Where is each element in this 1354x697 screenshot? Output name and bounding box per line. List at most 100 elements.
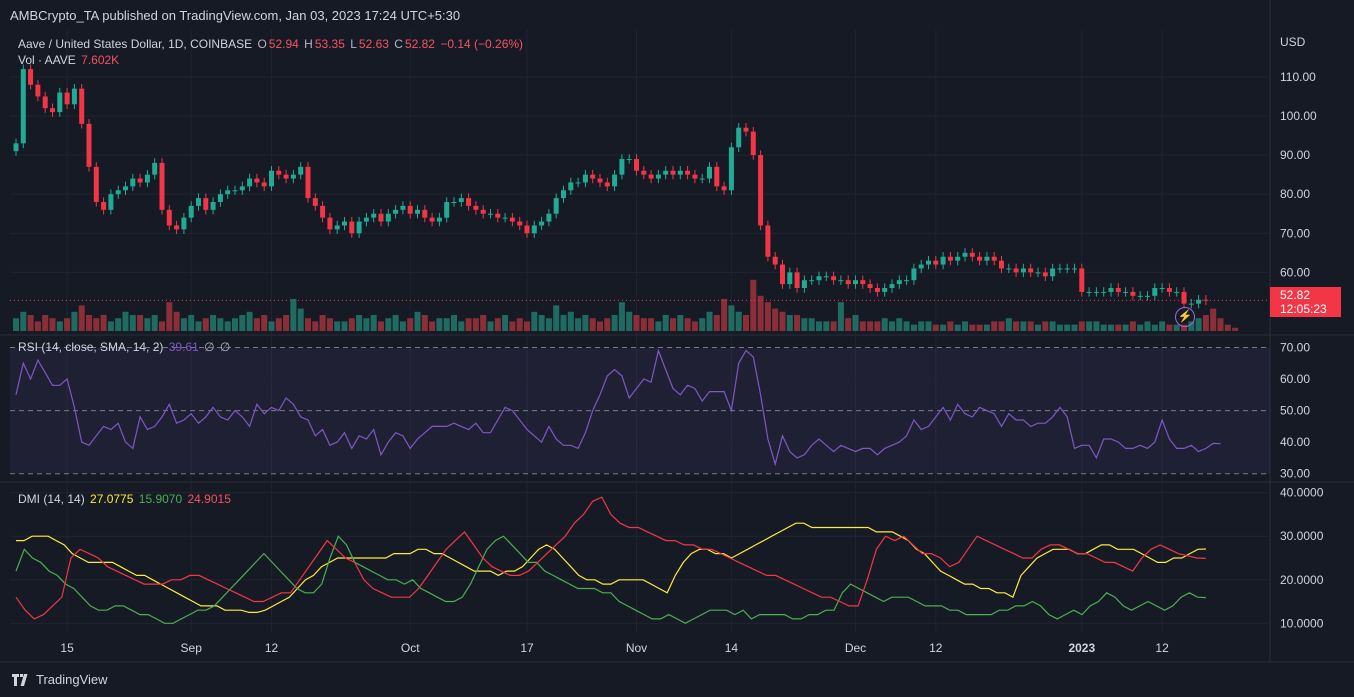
rsi-value: 39.61 [168, 340, 199, 354]
volume-bar [465, 318, 472, 331]
volume-bar [589, 318, 596, 331]
volume-bar [319, 315, 326, 331]
candle-body [509, 217, 515, 222]
volume-bar [283, 315, 290, 331]
dmi-axis-label: 30.0000 [1280, 529, 1324, 543]
volume-bar [816, 321, 822, 331]
volume-bar [356, 315, 363, 331]
candle-body [1064, 268, 1070, 270]
candle-body [415, 209, 420, 214]
volume-bar [1108, 324, 1114, 331]
candle-body [582, 174, 588, 183]
volume-bar [458, 321, 465, 331]
volume-bar [691, 321, 698, 331]
candle-body [655, 174, 661, 179]
volume-bar [618, 302, 625, 331]
price-axis-label: 110.00 [1280, 70, 1316, 84]
candle-body [1137, 295, 1143, 297]
candle-body [188, 205, 194, 218]
volume-bar [494, 318, 501, 331]
volume-bar [983, 324, 990, 331]
high-label: H [304, 37, 313, 51]
volume-bar [845, 318, 852, 331]
volume-bar [312, 321, 319, 331]
currency-label: USD [1280, 35, 1306, 49]
candle-body [20, 69, 26, 144]
open-label: O [257, 37, 267, 51]
volume-bar [180, 318, 187, 331]
x-tick-label: Nov [626, 641, 647, 655]
volume-bar [210, 315, 217, 331]
rsi-axis-label: 60.00 [1280, 372, 1310, 386]
volume-bar [1005, 318, 1012, 331]
rsi-label[interactable]: RSI (14, close, SMA, 14, 2) [18, 340, 164, 354]
volume-bar [1049, 321, 1056, 331]
volume-bar [918, 321, 925, 331]
candle-body [181, 217, 187, 230]
volume-bar [297, 308, 304, 331]
candle-body [1108, 288, 1114, 292]
volume-bar [1093, 321, 1100, 331]
volume-bar [451, 315, 457, 331]
volume-bar [202, 318, 209, 331]
lightning-icon[interactable]: ⚡ [1175, 307, 1195, 327]
candle-body [451, 202, 457, 203]
symbol-title[interactable]: Aave / United States Dollar, 1D, COINBAS… [18, 37, 253, 51]
candle-body [502, 217, 508, 219]
candle-body [801, 280, 807, 288]
volume-bar [779, 311, 786, 331]
candle-body [1042, 272, 1048, 277]
volume-bar [1122, 324, 1129, 331]
volume-bar [166, 302, 173, 331]
candle-body [1115, 288, 1121, 292]
candle-body [473, 205, 479, 210]
candle-body [604, 182, 610, 187]
volume-bar [553, 305, 560, 331]
volume-bar [509, 321, 516, 331]
rsi-legend: RSI (14, close, SMA, 14, 2) 39.61 ∅ ∅ [18, 340, 232, 354]
rsi-axis-label: 50.00 [1280, 404, 1310, 418]
candle-body [1145, 295, 1150, 297]
candle-body [444, 202, 450, 218]
candle-body [1028, 268, 1034, 273]
volume-bar [188, 315, 195, 331]
volume-bar [1232, 327, 1239, 331]
dmi-label[interactable]: DMI (14, 14) [18, 492, 85, 506]
volume-bar [20, 311, 27, 331]
volume-bar [1027, 321, 1034, 331]
volume-bar [743, 315, 749, 331]
volume-bar [261, 315, 268, 331]
volume-label[interactable]: Vol · AAVE [18, 53, 76, 67]
candle-body [648, 174, 654, 179]
volume-bar [1195, 318, 1202, 331]
candle-body [1181, 291, 1187, 304]
candle-body [261, 182, 267, 187]
candle-body [276, 170, 282, 175]
volume-bar [268, 321, 275, 331]
adx-value: 27.0775 [90, 492, 134, 506]
candle-body [144, 174, 150, 183]
volume-bar [363, 318, 370, 331]
volume-bar [976, 324, 983, 331]
volume-bar [370, 315, 377, 331]
rsi-na-2: ∅ [219, 340, 231, 354]
plus-di-value: 15.9070 [138, 492, 183, 506]
candle-body [933, 260, 939, 265]
volume-bar [545, 318, 552, 331]
volume-bar [969, 324, 976, 331]
volume-bar [305, 318, 311, 331]
volume-bar [436, 318, 443, 331]
candle-body [1130, 291, 1136, 296]
tradingview-brand[interactable]: TradingView [12, 672, 108, 687]
candle-body [1203, 299, 1209, 301]
candle-body [283, 174, 289, 179]
volume-bar [516, 318, 523, 331]
candle-body [918, 264, 924, 269]
candle-body [488, 213, 493, 215]
candle-body [707, 166, 712, 179]
candle-body [1101, 291, 1107, 293]
x-tick-label: Sep [181, 641, 203, 655]
volume-bar [392, 315, 399, 331]
candle-body [239, 186, 245, 191]
